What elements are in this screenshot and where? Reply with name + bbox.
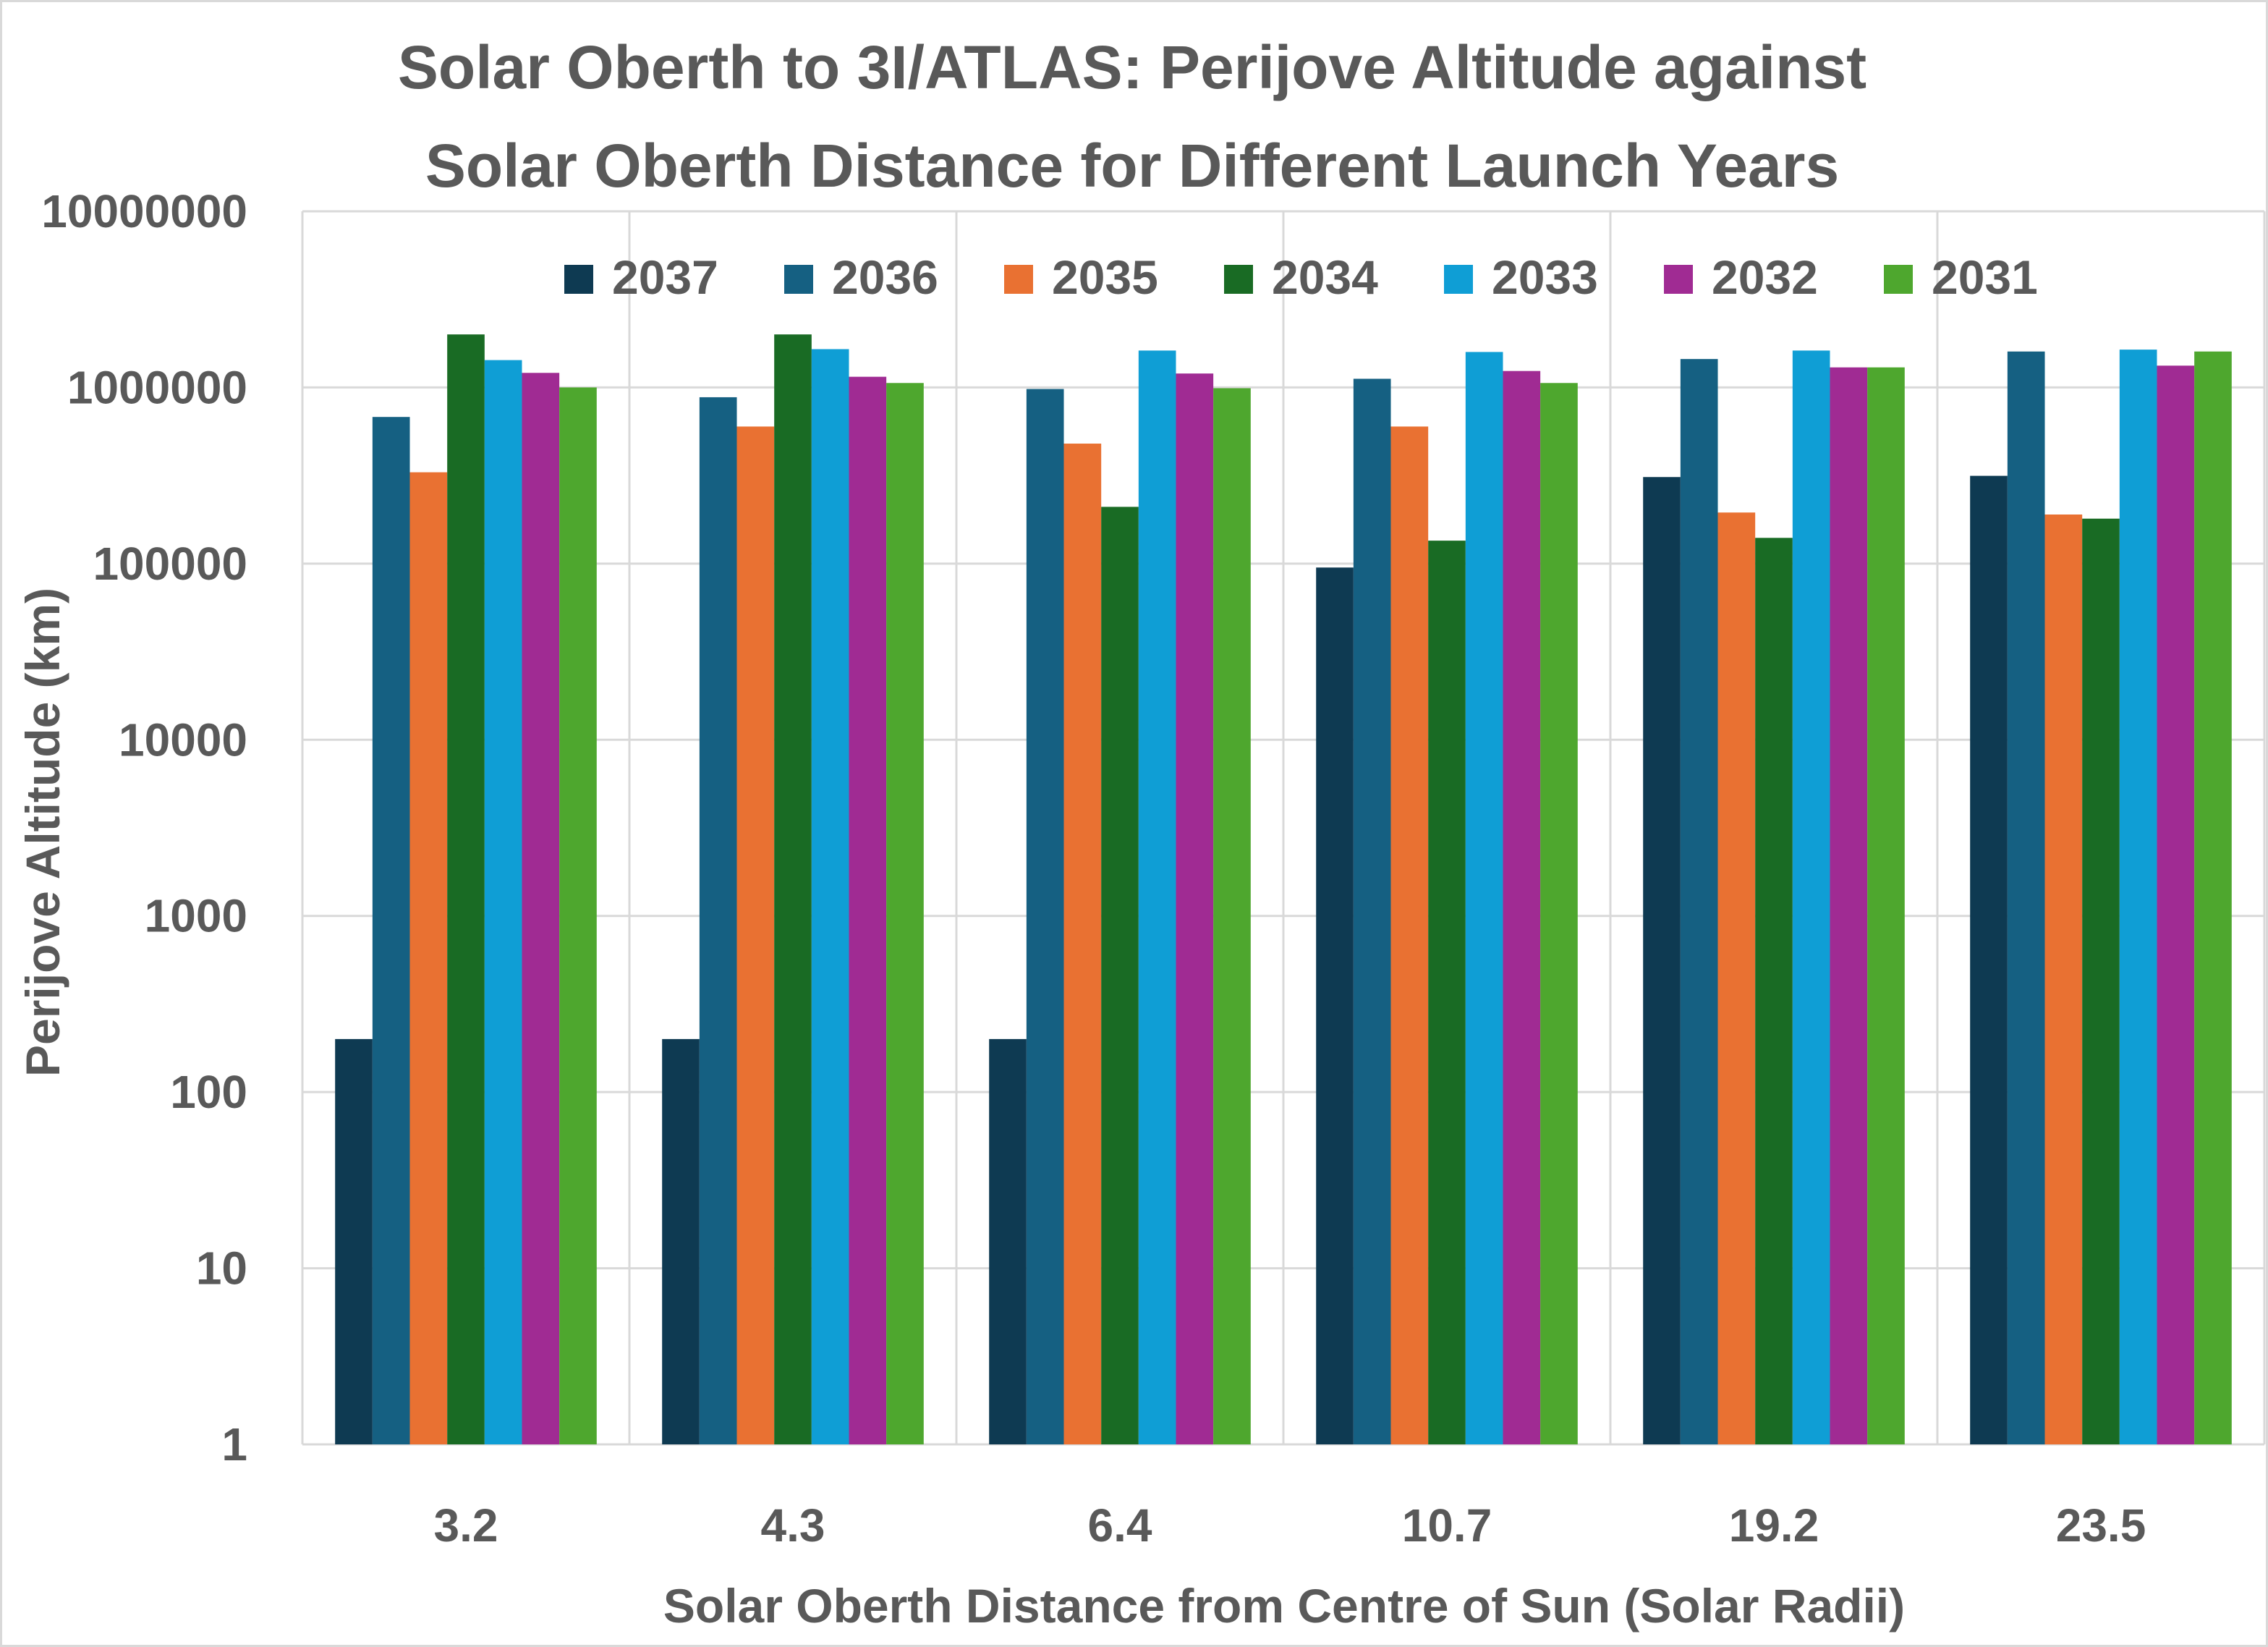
bar-2032-19.2 — [1830, 367, 1868, 1444]
bar-2037-4.3 — [662, 1038, 700, 1444]
legend-label-2033: 2033 — [1492, 250, 1598, 304]
bar-2036-19.2 — [1680, 359, 1718, 1445]
legend-label-2034: 2034 — [1272, 250, 1378, 304]
y-tick-label: 1 — [221, 1418, 247, 1470]
legend-label-2035: 2035 — [1052, 250, 1158, 304]
legend-swatch-2035 — [1004, 265, 1033, 294]
bar-2033-19.2 — [1792, 350, 1830, 1444]
bar-2037-6.4 — [989, 1038, 1027, 1444]
x-tick-label: 10.7 — [1402, 1499, 1492, 1551]
bar-2037-3.2 — [335, 1038, 373, 1444]
bar-2033-6.4 — [1138, 350, 1176, 1444]
chart-title-line-1: Solar Oberth to 3I/ATLAS: Perijove Altit… — [398, 33, 1866, 101]
x-tick-label: 19.2 — [1729, 1499, 1819, 1551]
bar-2034-23.5 — [2082, 518, 2120, 1444]
legend-swatch-2032 — [1664, 265, 1693, 294]
bar-2036-23.5 — [2007, 351, 2045, 1444]
legend-swatch-2033 — [1444, 265, 1473, 294]
legend-label-2032: 2032 — [1712, 250, 1818, 304]
legend-swatch-2034 — [1224, 265, 1253, 294]
bar-2032-6.4 — [1176, 373, 1214, 1444]
legend-label-2031: 2031 — [1932, 250, 2038, 304]
chart-title-line-2: Solar Oberth Distance for Different Laun… — [425, 132, 1839, 200]
y-tick-label: 100000 — [93, 538, 247, 590]
y-tick-label: 1000 — [145, 890, 247, 942]
bar-2034-3.2 — [447, 334, 485, 1444]
bar-2037-23.5 — [1970, 475, 2008, 1444]
bar-2036-6.4 — [1026, 389, 1064, 1444]
bar-2032-23.5 — [2157, 365, 2195, 1444]
y-tick-label: 10000000 — [41, 185, 247, 237]
legend-label-2036: 2036 — [832, 250, 938, 304]
bar-2034-19.2 — [1755, 538, 1793, 1444]
gridlines — [301, 210, 2266, 1446]
y-tick-label: 1000000 — [67, 361, 247, 413]
bar-2035-19.2 — [1717, 512, 1756, 1445]
bar-2033-3.2 — [484, 360, 522, 1444]
y-tick-label: 10 — [196, 1242, 247, 1295]
x-axis-label: Solar Oberth Distance from Centre of Sun… — [663, 1579, 1905, 1633]
bar-2036-10.7 — [1353, 378, 1391, 1444]
x-tick-label: 23.5 — [2056, 1499, 2146, 1551]
x-tick-label: 3.2 — [434, 1499, 498, 1551]
bar-2036-3.2 — [372, 417, 410, 1444]
bar-2035-10.7 — [1390, 426, 1429, 1445]
bar-2035-23.5 — [2044, 515, 2083, 1445]
legend-swatch-2037 — [564, 265, 593, 294]
bar-2035-3.2 — [409, 472, 448, 1445]
bar-2035-6.4 — [1063, 444, 1102, 1444]
bar-2033-23.5 — [2119, 350, 2157, 1445]
y-tick-label: 10000 — [119, 714, 247, 766]
legend-swatch-2036 — [784, 265, 813, 294]
bar-2034-6.4 — [1101, 507, 1139, 1445]
bar-2032-4.3 — [849, 376, 887, 1444]
bar-2033-10.7 — [1465, 352, 1503, 1444]
bars — [335, 334, 2232, 1445]
bar-2031-10.7 — [1540, 383, 1578, 1445]
bar-2031-4.3 — [886, 383, 924, 1445]
bar-2034-4.3 — [774, 334, 812, 1444]
bar-2033-4.3 — [811, 349, 849, 1444]
bar-2031-6.4 — [1213, 388, 1251, 1444]
bar-2037-10.7 — [1316, 567, 1354, 1445]
y-axis-tick-labels: 1 10 100 1000 10000 100000 1000000 10000000 — [41, 185, 247, 1470]
bar-2035-4.3 — [736, 426, 775, 1445]
x-tick-label: 4.3 — [761, 1499, 825, 1551]
legend-swatch-2031 — [1884, 265, 1913, 294]
bar-2031-3.2 — [559, 387, 597, 1444]
x-tick-label: 6.4 — [1088, 1499, 1152, 1551]
bar-2031-19.2 — [1867, 367, 1905, 1444]
bar-2032-3.2 — [522, 373, 560, 1444]
legend: 2037 2036 2035 2034 2033 2032 2031 — [564, 250, 2038, 304]
bar-2032-10.7 — [1503, 371, 1541, 1445]
y-tick-label: 100 — [170, 1066, 247, 1118]
bar-2031-23.5 — [2194, 351, 2232, 1444]
bar-2037-19.2 — [1643, 477, 1681, 1445]
bar-2036-4.3 — [699, 397, 737, 1444]
x-axis-tick-labels: 3.2 4.3 6.4 10.7 19.2 23.5 — [434, 1499, 2146, 1551]
bar-2034-10.7 — [1428, 541, 1466, 1445]
y-axis-label: Perijove Altitude (km) — [16, 588, 69, 1077]
legend-label-2037: 2037 — [612, 250, 718, 304]
